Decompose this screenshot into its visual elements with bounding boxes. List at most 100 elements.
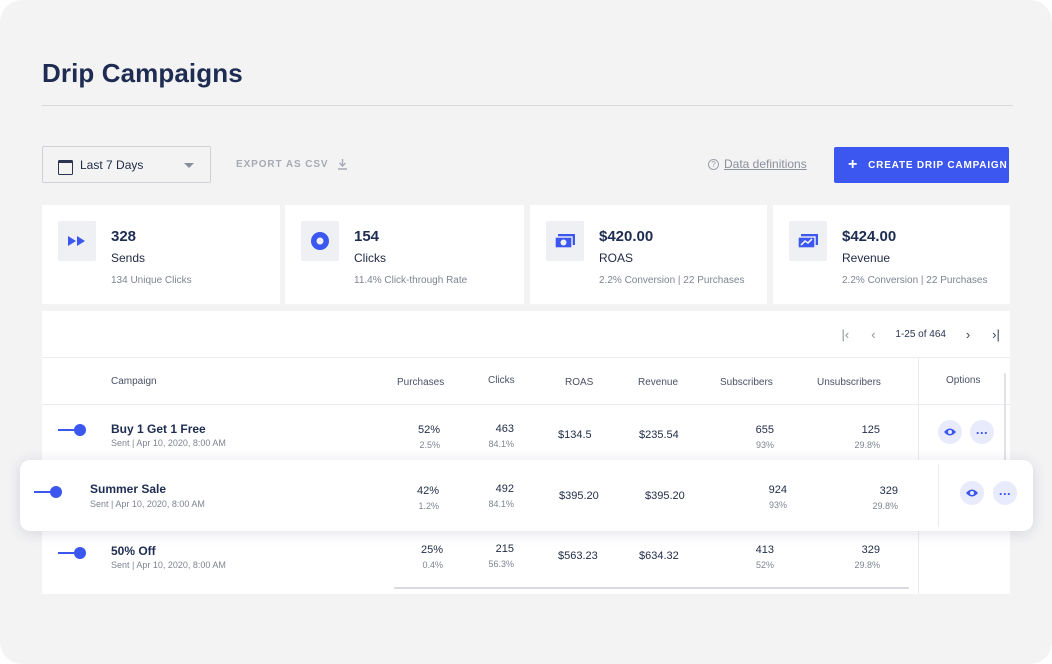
revenue-value: $634.32 xyxy=(639,550,679,562)
view-button[interactable] xyxy=(960,481,984,505)
fast-forward-icon xyxy=(58,221,96,261)
calendar-icon xyxy=(58,158,73,175)
export-csv-label: EXPORT AS CSV xyxy=(236,158,329,170)
column-header-unsubscribers[interactable]: Unsubscribers xyxy=(817,377,881,388)
pagination: |‹ ‹ 1-25 of 464 › ›| xyxy=(831,311,1010,357)
purchases-value: 25% xyxy=(420,544,443,556)
subscribers-subvalue: 52% xyxy=(755,560,774,570)
unsubscribers-value: 329 xyxy=(879,485,898,497)
clicks-subvalue: 84.1% xyxy=(488,499,514,509)
campaign-meta: Sent | Apr 10, 2020, 8:00 AM xyxy=(111,560,226,570)
roas-value: $134.5 xyxy=(558,429,592,441)
stat-card-revenue: $424.00 Revenue 2.2% Conversion | 22 Pur… xyxy=(773,205,1010,304)
unsubscribers-subvalue: 29.8% xyxy=(854,440,880,450)
campaign-toggle[interactable] xyxy=(34,486,62,498)
pagination-range: 1-25 of 464 xyxy=(895,328,946,340)
last-page-icon[interactable]: ›| xyxy=(992,326,1000,342)
purchases-subvalue: 2.5% xyxy=(419,440,440,450)
subscribers-value: 924 xyxy=(768,484,787,496)
page-title: Drip Campaigns xyxy=(42,58,243,88)
stat-subtext: 134 Unique Clicks xyxy=(111,275,192,286)
more-dots-icon: ... xyxy=(998,482,1012,498)
more-options-button[interactable]: ... xyxy=(970,420,994,444)
options-column-divider xyxy=(938,464,939,527)
campaign-name[interactable]: Summer Sale xyxy=(90,482,167,496)
subscribers-subvalue: 93% xyxy=(755,440,774,450)
stat-value: $424.00 xyxy=(842,228,897,245)
purchases-subvalue: 1.2% xyxy=(418,501,439,511)
money-icon xyxy=(546,221,584,261)
unsubscribers-subvalue: 29.8% xyxy=(854,560,880,570)
target-icon xyxy=(301,221,339,261)
stat-subtext: 2.2% Conversion | 22 Purchases xyxy=(599,275,745,286)
date-range-value: Last 7 Days xyxy=(80,157,144,172)
view-button[interactable] xyxy=(938,420,962,444)
money-chart-icon xyxy=(789,221,827,261)
column-header-revenue[interactable]: Revenue xyxy=(638,377,679,388)
column-header-roas[interactable]: ROAS xyxy=(565,377,594,388)
campaign-meta: Sent | Apr 10, 2020, 8:00 AM xyxy=(90,499,205,509)
purchases-subvalue: 0.4% xyxy=(422,560,443,570)
stat-value: $420.00 xyxy=(599,228,654,245)
stat-subtext: 11.4% Click-through Rate xyxy=(354,275,468,286)
more-options-button[interactable]: ... xyxy=(993,481,1017,505)
roas-value: $563.23 xyxy=(558,550,598,562)
title-divider xyxy=(42,105,1013,106)
clicks-subvalue: 56.3% xyxy=(488,559,514,569)
first-page-icon[interactable]: |‹ xyxy=(841,326,850,342)
unsubscribers-value: 125 xyxy=(861,424,880,436)
stat-label: ROAS xyxy=(599,251,634,265)
table-row[interactable]: 50% Off Sent | Apr 10, 2020, 8:00 AM 25%… xyxy=(42,533,1010,588)
date-range-select[interactable]: Last 7 Days xyxy=(42,146,211,183)
stat-value: 328 xyxy=(111,228,137,245)
stat-label: Revenue xyxy=(842,251,891,265)
subscribers-value: 655 xyxy=(755,424,774,436)
eye-icon xyxy=(966,489,978,497)
next-page-icon[interactable]: › xyxy=(965,326,971,342)
purchases-value: 52% xyxy=(417,424,440,436)
campaigns-table: |‹ ‹ 1-25 of 464 › ›| Campaign Purchases… xyxy=(42,311,1010,594)
stat-card-sends: 328 Sends 134 Unique Clicks xyxy=(42,205,280,304)
stat-card-roas: $420.00 ROAS 2.2% Conversion | 22 Purcha… xyxy=(530,205,767,304)
clicks-subvalue: 84.1% xyxy=(488,439,514,449)
unsubscribers-value: 329 xyxy=(861,544,880,556)
horizontal-scrollbar[interactable] xyxy=(394,587,909,589)
clicks-value: 492 xyxy=(495,483,514,495)
column-header-subscribers[interactable]: Subscribers xyxy=(720,377,773,388)
table-row-highlighted[interactable]: Summer Sale Sent | Apr 10, 2020, 8:00 AM… xyxy=(20,460,1033,531)
clicks-value: 215 xyxy=(495,543,514,555)
subscribers-value: 413 xyxy=(755,544,774,556)
stat-value: 154 xyxy=(354,228,380,245)
column-header-campaign[interactable]: Campaign xyxy=(111,376,157,387)
create-drip-campaign-label: CREATE DRIP CAMPAIGN xyxy=(868,159,1008,171)
stat-label: Sends xyxy=(111,251,146,265)
unsubscribers-subvalue: 29.8% xyxy=(872,501,898,511)
revenue-value: $395.20 xyxy=(645,490,685,502)
campaign-name[interactable]: Buy 1 Get 1 Free xyxy=(111,422,206,436)
vertical-scrollbar[interactable] xyxy=(1004,373,1006,478)
campaign-name[interactable]: 50% Off xyxy=(111,544,156,558)
export-csv-button[interactable]: EXPORT AS CSV xyxy=(236,158,348,170)
purchases-value: 42% xyxy=(416,485,439,497)
subscribers-subvalue: 93% xyxy=(768,500,787,510)
table-row[interactable]: Buy 1 Get 1 Free Sent | Apr 10, 2020, 8:… xyxy=(42,405,1010,465)
roas-value: $395.20 xyxy=(559,490,599,502)
more-dots-icon: ... xyxy=(975,421,989,437)
previous-page-icon[interactable]: ‹ xyxy=(871,326,876,342)
column-header-clicks[interactable]: Clicks xyxy=(488,375,515,386)
stat-card-clicks: 154 Clicks 11.4% Click-through Rate xyxy=(285,205,524,304)
campaign-meta: Sent | Apr 10, 2020, 8:00 AM xyxy=(111,438,226,448)
download-icon xyxy=(338,159,348,170)
plus-icon: + xyxy=(848,156,859,173)
chevron-down-icon xyxy=(184,163,194,168)
column-header-purchases[interactable]: Purchases xyxy=(397,377,445,388)
campaign-toggle[interactable] xyxy=(58,424,86,436)
create-drip-campaign-button[interactable]: + CREATE DRIP CAMPAIGN xyxy=(834,147,1009,183)
stat-subtext: 2.2% Conversion | 22 Purchases xyxy=(842,275,988,286)
data-definitions-label: Data definitions xyxy=(724,157,807,171)
campaign-toggle[interactable] xyxy=(58,547,86,559)
help-icon: ? xyxy=(708,158,719,170)
data-definitions-link[interactable]: ? Data definitions xyxy=(708,157,807,171)
revenue-value: $235.54 xyxy=(639,429,679,441)
eye-icon xyxy=(944,428,956,436)
